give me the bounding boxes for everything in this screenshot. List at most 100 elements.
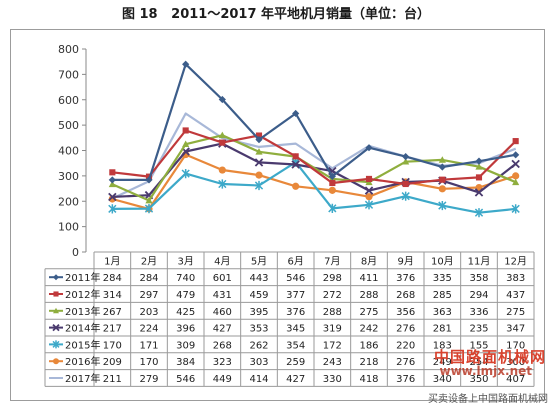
data-point-diamond	[402, 152, 410, 161]
y-tick-label: 400	[58, 145, 79, 158]
data-point-diamond	[438, 163, 446, 171]
data-table-cell: 354	[286, 340, 305, 351]
data-table-cell: 243	[323, 357, 342, 368]
data-table-cell: 383	[506, 273, 525, 284]
x-category-label: 12月	[504, 256, 527, 268]
data-point-triangle	[402, 158, 410, 165]
data-point-star	[144, 204, 154, 214]
data-table-cell: 217	[103, 324, 122, 335]
data-point-triangle	[218, 131, 226, 139]
data-point-circle	[53, 358, 59, 365]
data-table-cell: 363	[433, 307, 452, 318]
data-point-star	[181, 168, 190, 179]
data-table-cell: 259	[286, 357, 305, 368]
data-point-square	[109, 169, 116, 176]
data-table-cell: 171	[139, 340, 158, 351]
x-category-label: 11月	[468, 256, 491, 268]
y-tick-label: 800	[58, 43, 79, 56]
data-table-cell: 407	[506, 374, 525, 385]
data-point-triangle	[145, 196, 153, 204]
data-table-cell: 288	[359, 290, 378, 301]
y-tick-label: 600	[58, 94, 79, 107]
data-point-triangle	[475, 163, 483, 170]
data-table-cell: 546	[286, 273, 305, 284]
data-point-star	[218, 179, 227, 189]
data-table-cell: 376	[286, 307, 305, 318]
figure-title: 2011～2017 年平地机月销量（单位：台）	[171, 7, 431, 22]
data-table-cell: 427	[286, 374, 305, 385]
data-point-circle	[218, 166, 226, 174]
data-point-x	[511, 159, 520, 169]
watermark-site-name: 中国路面机械网	[433, 348, 546, 366]
data-table-cell: 336	[469, 307, 488, 318]
data-point-star	[328, 203, 337, 213]
data-table-cell: 384	[176, 357, 195, 368]
data-point-x	[254, 158, 264, 167]
data-point-star	[511, 204, 520, 214]
data-point-x	[291, 160, 300, 169]
data-point-star	[364, 200, 374, 210]
data-table-cell: 242	[359, 324, 378, 335]
data-point-star	[52, 340, 60, 349]
data-table-cell: 272	[323, 290, 342, 301]
data-table-cell: 288	[323, 307, 342, 318]
data-table-cell: 220	[396, 340, 415, 351]
data-point-star	[254, 180, 264, 191]
data-point-square	[365, 175, 373, 182]
data-table-cell: 186	[359, 340, 378, 351]
chart-title: 图 18 2011～2017 年平地机月销量（单位：台）	[0, 4, 552, 26]
data-table-cell: 203	[139, 307, 158, 318]
data-point-diamond	[365, 144, 373, 152]
data-point-triangle	[53, 307, 59, 314]
data-point-square	[402, 180, 409, 188]
data-table-cell: 298	[323, 273, 342, 284]
data-point-diamond	[182, 60, 190, 68]
x-category-label: 5月	[251, 256, 267, 268]
data-point-diamond	[475, 157, 483, 165]
data-point-diamond	[512, 151, 520, 159]
data-table-cell: 235	[469, 324, 488, 335]
series-line-2015年	[112, 161, 516, 214]
data-point-circle	[255, 171, 263, 179]
data-table-cell: 297	[139, 290, 158, 301]
data-table-cell: 284	[139, 273, 158, 284]
data-table-cell: 411	[359, 273, 378, 284]
data-point-circle	[438, 185, 446, 193]
series-line-2012年	[112, 129, 517, 186]
data-table-cell: 740	[176, 273, 195, 284]
data-table-cell: 601	[213, 273, 232, 284]
data-point-diamond	[328, 172, 336, 180]
data-table-cell: 353	[249, 324, 268, 335]
data-table-cell: 170	[139, 357, 158, 368]
data-point-square	[439, 176, 446, 183]
chart-panel: 0 100 200 300 400 500 600 700 800 1月 2月 3月 4月 5月 6月 7月 8…	[10, 29, 545, 401]
x-category-label: 4月	[214, 256, 230, 268]
legend-series-name: 2014年	[65, 322, 100, 335]
legend-series-name: 2011年	[65, 271, 100, 284]
data-point-diamond	[255, 135, 263, 144]
data-table-cell: 443	[249, 273, 268, 284]
data-table-cell: 224	[139, 324, 158, 335]
data-table-cell: 294	[469, 290, 488, 301]
data-point-star	[438, 200, 447, 211]
data-table-cell: 155	[469, 340, 488, 351]
data-table-cell: 218	[359, 357, 378, 368]
data-table-cell: 254	[469, 357, 488, 368]
x-category-label: 10月	[431, 256, 454, 268]
data-point-square	[53, 291, 59, 297]
data-table-cell: 275	[506, 307, 525, 318]
x-category-label: 8月	[361, 256, 377, 268]
x-category-label: 7月	[324, 256, 340, 268]
data-point-square	[292, 153, 299, 160]
data-table-cell: 396	[176, 324, 195, 335]
legend-series-name: 2015年	[65, 338, 100, 351]
data-table-cell: 335	[433, 273, 452, 284]
x-category-label: 1月	[104, 256, 120, 268]
data-table-cell: 376	[396, 374, 415, 385]
y-tick-label: 100	[58, 221, 79, 234]
data-table-cell: 170	[506, 340, 525, 351]
y-tick-label: 700	[58, 68, 79, 81]
x-category-label: 2月	[141, 256, 157, 268]
data-table-cell: 249	[433, 357, 452, 368]
data-point-x	[474, 188, 484, 197]
